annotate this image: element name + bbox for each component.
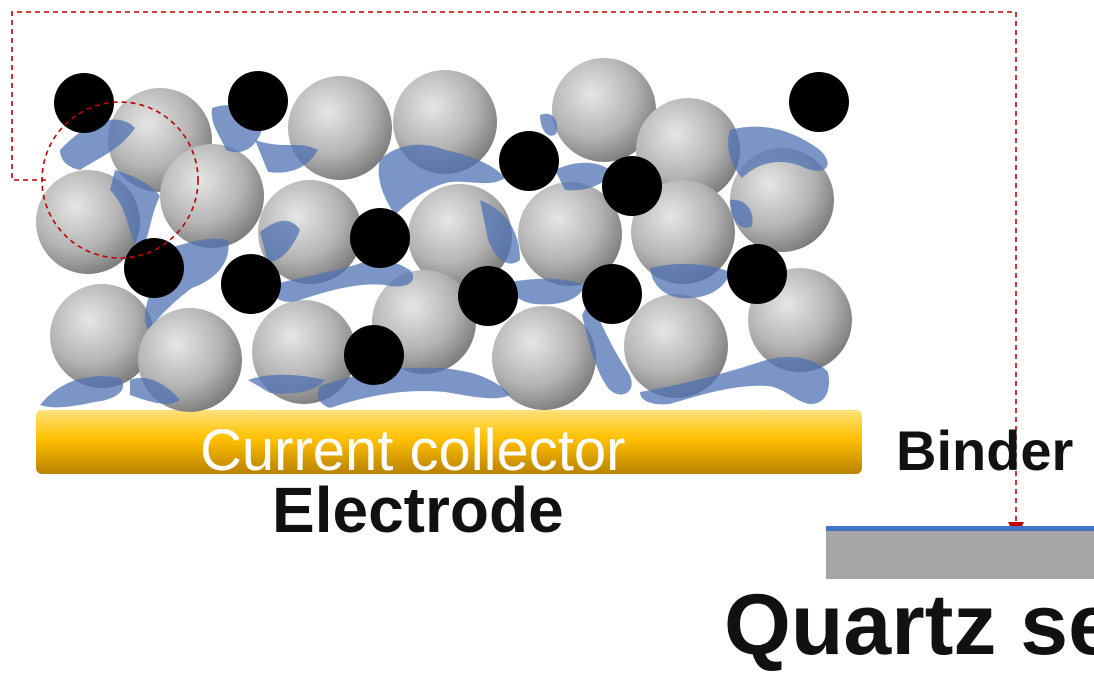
carbon-particle bbox=[228, 71, 288, 131]
quartz-substrate bbox=[826, 531, 1094, 579]
active-material-particles bbox=[36, 58, 852, 412]
carbon-particle bbox=[499, 131, 559, 191]
carbon-particle bbox=[789, 72, 849, 132]
binder-label: Binder bbox=[896, 423, 1073, 479]
carbon-particle bbox=[350, 208, 410, 268]
carbon-particle bbox=[124, 238, 184, 298]
carbon-particle bbox=[344, 325, 404, 385]
quartz-sensor-label: Quartz se bbox=[724, 582, 1094, 668]
binder-strand bbox=[40, 376, 123, 407]
carbon-particle bbox=[727, 244, 787, 304]
binder-film bbox=[826, 526, 1094, 531]
carbon-particle bbox=[582, 264, 642, 324]
electrode-label: Electrode bbox=[272, 478, 564, 542]
active-particle bbox=[160, 144, 264, 248]
current-collector-label: Current collector bbox=[200, 422, 625, 480]
binder-strand bbox=[510, 279, 585, 305]
carbon-particle bbox=[221, 254, 281, 314]
carbon-particle bbox=[602, 156, 662, 216]
carbon-particle bbox=[458, 266, 518, 326]
active-particle bbox=[50, 284, 154, 388]
binder-strand bbox=[650, 264, 730, 298]
